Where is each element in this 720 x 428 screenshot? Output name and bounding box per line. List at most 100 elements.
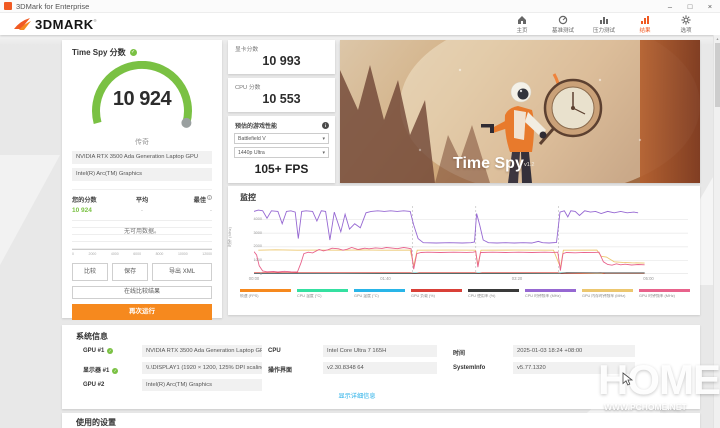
brand-logo: 3DMARK ® — [14, 17, 97, 32]
sysinfo-value: NVIDIA RTX 3500 Ada Generation Laptop GP… — [142, 345, 262, 357]
cpu-score-label: CPU 分数 — [235, 85, 261, 91]
legend-item[interactable]: GPU 负载 (%) — [411, 289, 462, 299]
cpu-score-value: 10 553 — [262, 92, 301, 106]
graphics-score-label: 显卡分数 — [235, 47, 259, 53]
sysinfo-value: \\.\DISPLAY1 (1920 × 1200, 125% DPI scal… — [142, 362, 262, 374]
legend-color-bar — [639, 289, 690, 292]
monitor-y-tick: 4000 — [253, 217, 262, 222]
score-gauge: 10 924 — [62, 61, 222, 135]
nav-benchmarks-label: 基准测试 — [551, 27, 574, 34]
info-icon[interactable]: i — [207, 195, 213, 200]
legend-label: GPU 负载 (%) — [411, 294, 435, 298]
estimated-fps: 105+ FPS — [254, 162, 309, 176]
run-again-button[interactable]: 再次运行 — [72, 304, 212, 320]
graphics-score-card: 显卡分数 10 993 — [228, 40, 335, 74]
legend-label: CPU 温度 (°C) — [297, 294, 322, 298]
legend-item[interactable]: GPU 时钟频率 (MHz) — [639, 289, 690, 299]
sysinfo-label: SystemInfo — [453, 365, 486, 371]
monitor-y-tick: 3000 — [253, 230, 262, 235]
chevron-down-icon: ▾ — [322, 149, 325, 156]
legend-item[interactable]: CPU 时钟频率 (MHz) — [525, 289, 576, 299]
quality-select[interactable]: 1440p Ultra ▾ — [234, 147, 329, 158]
nav-options-label: 选项 — [680, 27, 692, 34]
gear-icon — [681, 14, 691, 25]
legend-label: CPU 时钟频率 (MHz) — [525, 294, 561, 298]
nav-options[interactable]: 选项 — [668, 14, 704, 34]
monitoring-chart — [254, 206, 688, 274]
sysinfo-label: GPU #1 ✓ — [83, 348, 114, 354]
timespy-hero-image: Time Spy v1.2 — [340, 40, 700, 183]
monitor-x-tick: 05:00 — [643, 276, 654, 281]
monitor-y-tick: 0 — [259, 271, 262, 276]
no-data-message: 无可用数据。 — [123, 229, 160, 235]
hero-title: Time Spy — [453, 155, 524, 172]
nav-home[interactable]: 主页 — [504, 15, 540, 34]
game-select-value: Battlefield V — [238, 135, 266, 142]
graphics-score-value: 10 993 — [262, 54, 301, 68]
sysinfo-value: v2.30.8348 64 — [323, 362, 437, 374]
legend-item[interactable]: 帧速 (FPS) — [240, 289, 291, 299]
monitor-y-axis-label: 时钟 (MHz) — [227, 227, 232, 247]
bars-icon — [600, 16, 608, 24]
compare-online-button[interactable]: 在线比较结果 — [72, 286, 212, 299]
monitor-series — [254, 272, 645, 274]
gauge-marker-dot — [181, 117, 192, 128]
average-header: 平均 — [135, 197, 149, 204]
sysinfo-label: 显示器 #1 ✓ — [83, 368, 119, 374]
legend-label: GPU 时钟频率 (MHz) — [639, 294, 675, 298]
watermark-url: WWW.PCHOME.NET — [604, 402, 687, 412]
scrollbar-thumb[interactable] — [715, 43, 720, 107]
legend-item[interactable]: CPU 温度 (°C) — [297, 289, 348, 299]
results-bars-icon — [641, 15, 649, 24]
export-xml-button[interactable]: 导出 XML — [152, 263, 212, 281]
monitoring-title: 监控 — [240, 193, 256, 202]
gpu1-name-box: NVIDIA RTX 3500 Ada Generation Laptop GP… — [72, 151, 212, 164]
compare-axis-tick: 2000 — [88, 252, 97, 256]
compare-axis-tick: 10000 — [177, 252, 188, 256]
monitor-series — [254, 247, 645, 273]
legend-item[interactable]: CPU 使用率 (%) — [468, 289, 519, 299]
sysinfo-label: 时间 — [453, 351, 466, 357]
nav-results[interactable]: 结果 — [627, 15, 663, 34]
legend-color-bar — [582, 289, 633, 292]
legend-label: 帧速 (FPS) — [240, 294, 259, 298]
overall-score: 10 924 — [112, 88, 172, 110]
nav-stress-tests-label: 压力测试 — [592, 27, 615, 34]
close-button[interactable]: × — [707, 1, 713, 11]
window-title: 3DMark for Enterprise — [16, 1, 90, 11]
check-icon: ✓ — [107, 348, 114, 354]
game-select[interactable]: Battlefield V ▾ — [234, 133, 329, 144]
sysinfo-value: v5.77.1320 — [513, 362, 635, 374]
legend-label: CPU 使用率 (%) — [468, 294, 496, 298]
legend-item[interactable]: GPU 内存时钟频率 (MHz) — [582, 289, 633, 299]
scroll-up-arrow[interactable]: ▲ — [715, 37, 720, 41]
minimize-button[interactable]: – — [667, 1, 673, 11]
sysinfo-value: Intel(R) Arc(TM) Graphics — [142, 379, 262, 391]
app-header: 3DMARK ® 主页 基准测试 压力测试 结果 选项 — [0, 13, 720, 35]
score-compare-table: 您的分数 10 924 平均 - 最佳 i - — [72, 189, 213, 214]
settings-used-title: 使用的设置 — [76, 418, 116, 427]
main-nav: 主页 基准测试 压力测试 结果 选项 — [504, 14, 704, 34]
background-pattern — [0, 155, 60, 265]
nav-stress-tests[interactable]: 压力测试 — [586, 15, 622, 34]
legend-color-bar — [525, 289, 576, 292]
compare-button[interactable]: 比较 — [72, 263, 109, 281]
info-icon[interactable]: i — [322, 122, 329, 129]
nav-benchmarks[interactable]: 基准测试 — [545, 15, 581, 34]
sysinfo-label: GPU #2 — [83, 382, 105, 388]
legend-label: GPU 内存时钟频率 (MHz) — [582, 294, 626, 298]
check-icon: ✓ — [112, 368, 119, 374]
maximize-button[interactable]: □ — [687, 1, 693, 11]
legend-item[interactable]: GPU 温度 (°C) — [354, 289, 405, 299]
show-details-link[interactable]: 显示详细信息 — [338, 393, 376, 400]
watermark-text: HOME — [598, 356, 720, 403]
average-value: - — [140, 207, 144, 214]
compare-axis-tick: 6000 — [133, 252, 142, 256]
sysinfo-value: Intel Core Ultra 7 165H — [323, 345, 437, 357]
compare-axis-tick: 8000 — [155, 252, 164, 256]
save-button[interactable]: 保存 — [112, 263, 149, 281]
sysinfo-label: CPU — [268, 348, 281, 354]
quality-select-value: 1440p Ultra — [238, 149, 265, 156]
monitor-series — [254, 209, 639, 244]
score-distribution-chart: 无可用数据。 — [72, 220, 212, 250]
